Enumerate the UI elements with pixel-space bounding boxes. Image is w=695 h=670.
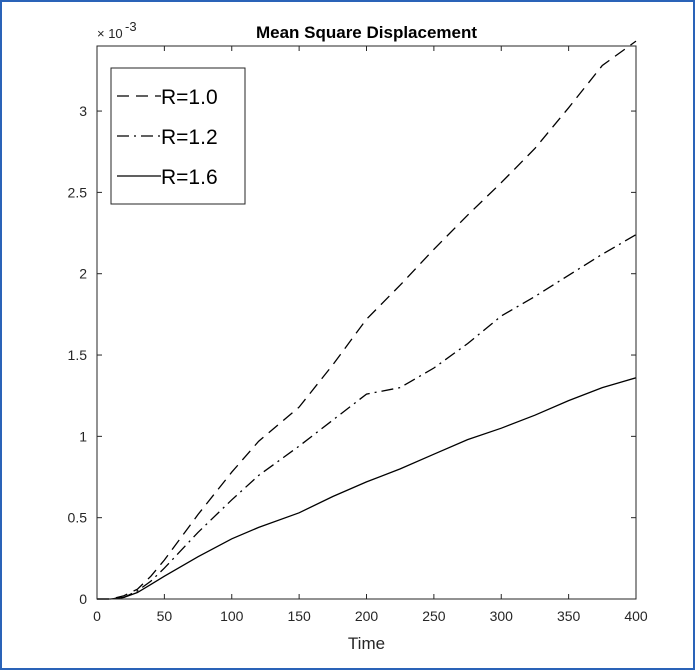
x-tick-label: 250: [422, 608, 446, 624]
x-tick-label: 150: [287, 608, 311, 624]
x-tick-label: 200: [355, 608, 379, 624]
series-line-1: [97, 40, 637, 600]
legend-label-2: R=1.2: [161, 126, 218, 149]
series-line-2: [97, 234, 637, 600]
y-tick-label: 2.5: [68, 184, 88, 200]
x-tick-label: 400: [624, 608, 648, 624]
chart-title: Mean Square Displacement: [256, 23, 477, 42]
x-tick-label: 50: [157, 608, 173, 624]
y-exponent-label: × 10: [97, 26, 123, 41]
x-tick-label: 300: [490, 608, 514, 624]
y-tick-label: 0.5: [68, 510, 88, 526]
legend-box: [110, 67, 246, 205]
x-tick-label: 100: [220, 608, 244, 624]
y-tick-label: 3: [79, 103, 87, 119]
y-tick-label: 2: [79, 266, 87, 282]
legend-label-1: R=1.0: [161, 86, 218, 109]
y-tick-label: 1.5: [68, 347, 88, 363]
x-axis-label: Time: [348, 634, 385, 653]
legend: R=1.0 R=1.2 R=1.6: [110, 67, 246, 205]
series-line-3: [97, 377, 637, 600]
x-tick-label: 350: [557, 608, 581, 624]
x-tick-label: 0: [93, 608, 101, 624]
y-tick-label: 1: [79, 428, 87, 444]
legend-label-3: R=1.6: [161, 166, 218, 189]
y-exponent-power: -3: [125, 19, 137, 34]
y-tick-label: 0: [79, 591, 87, 607]
